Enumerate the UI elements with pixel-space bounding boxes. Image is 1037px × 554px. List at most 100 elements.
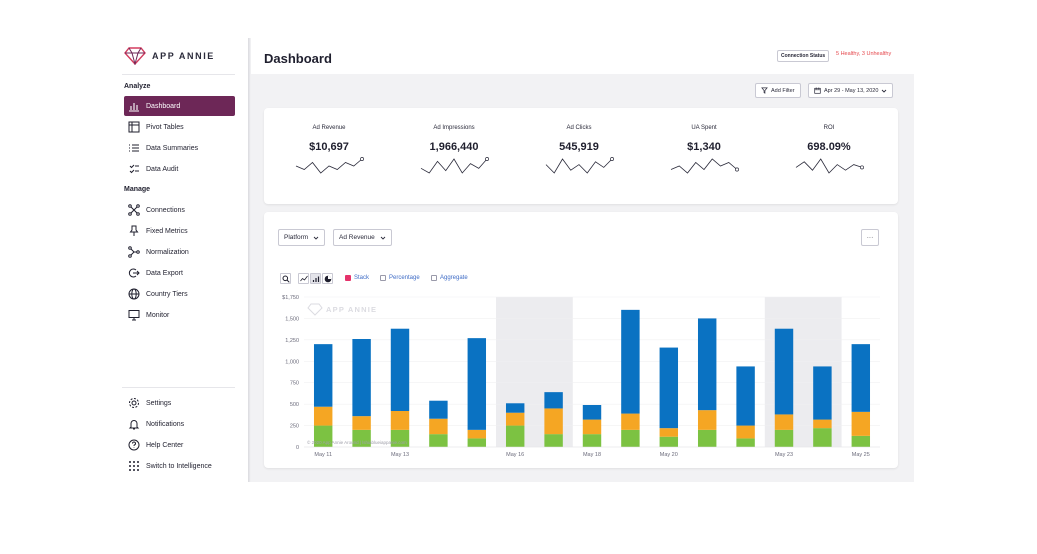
sidebar-item-label: Settings [146,399,172,407]
bar-segment-series-2-5[interactable] [505,403,525,413]
metric-dropdown[interactable]: Ad Revenue [333,229,392,246]
kpi-value: $10,697 [309,141,349,153]
bar-segment-series-2-11[interactable] [736,366,755,426]
bar-segment-series-2-12[interactable] [774,328,794,415]
sidebar-item-normalization[interactable]: Normalization [124,242,235,262]
percentage-checkbox[interactable] [380,275,386,281]
sidebar-item-pivot-tables[interactable]: Pivot Tables [124,117,235,137]
chart-copyright: © 2020 App Annie Around | lshiablueiappa… [307,439,407,445]
line-chart-toggle[interactable] [298,273,309,284]
bar-segment-series-2-3[interactable] [429,400,448,419]
stack-checkbox[interactable] [345,275,351,281]
bar-segment-series-1-14[interactable] [851,411,871,436]
bar-segment-series-1-1[interactable] [352,416,371,430]
connection-status-badge[interactable]: Connection Status [777,50,830,62]
clipboard-check-icon [129,164,139,174]
bar-segment-series-1-9[interactable] [659,428,679,437]
monitor-icon [128,310,140,321]
bar-segment-series-1-10[interactable] [697,410,717,430]
pie-chart-toggle[interactable] [322,273,333,284]
y-tick-label: 0 [296,445,299,451]
kpi-value: 698.09% [807,141,851,153]
connection-health-text[interactable]: 5 Healthy, 3 Unhealthy [836,51,892,57]
bar-segment-series-2-7[interactable] [582,405,602,420]
pie-chart-icon [324,275,331,282]
bar-chart-toggle[interactable] [310,273,321,284]
bar-segment-series-0-10[interactable] [697,429,717,447]
bar-segment-series-1-2[interactable] [390,411,410,430]
bar-segment-series-2-8[interactable] [621,309,640,414]
bar-segment-series-0-4[interactable] [467,438,487,447]
bar-segment-series-2-1[interactable] [352,339,371,417]
date-range-picker[interactable]: Apr 29 - May 13, 2020 [808,83,894,98]
sidebar-item-dashboard[interactable]: Dashboard [124,96,235,116]
bar-segment-series-1-0[interactable] [313,406,333,426]
bar-segment-series-1-4[interactable] [467,429,487,439]
bar-segment-series-1-7[interactable] [582,419,602,435]
bar-segment-series-2-6[interactable] [544,392,563,409]
bar-segment-series-2-9[interactable] [659,347,679,429]
sidebar-item-country-tiers[interactable]: Country Tiers [124,284,235,304]
bar-segment-series-2-13[interactable] [813,366,832,420]
kpi-ad-revenue[interactable]: Ad Revenue $10,697 [274,125,384,180]
bar-segment-series-1-8[interactable] [621,413,640,430]
sidebar-item-settings[interactable]: Settings [124,393,235,413]
bar-segment-series-0-12[interactable] [774,429,794,447]
more-options-button[interactable]: ··· [861,229,879,246]
bar-segment-series-0-1[interactable] [352,429,371,447]
app-logo[interactable]: APP ANNIE [124,47,215,65]
sidebar-item-connections[interactable]: Connections [124,200,235,220]
kpi-ad-impressions[interactable]: Ad Impressions 1,966,440 [399,125,509,180]
sidebar-item-data-summaries[interactable]: Data Summaries [124,138,235,158]
kpi-label: ROI [823,125,835,131]
kpi-label: Ad Revenue [312,125,346,131]
sidebar-item-fixed-metrics[interactable]: Fixed Metrics [124,221,235,241]
bar-segment-series-2-0[interactable] [313,344,333,407]
bar-segment-series-1-11[interactable] [736,425,755,439]
sidebar-item-notifications[interactable]: Notifications [124,414,235,434]
bar-segment-series-0-7[interactable] [582,434,602,447]
sidebar-item-data-export[interactable]: Data Export [124,263,235,283]
sidebar-item-switch-to-intelligence[interactable]: Switch to Intelligence [124,456,235,476]
sidebar-item-label: Fixed Metrics [146,227,188,235]
bar-segment-series-2-10[interactable] [697,318,717,411]
bar-segment-series-0-6[interactable] [544,434,563,447]
sidebar-item-data-audit[interactable]: Data Audit [124,159,235,179]
bar-segment-series-1-5[interactable] [505,412,525,426]
stack-option[interactable]: Stack [345,275,369,281]
x-tick-label: May 11 [314,452,332,458]
bar-chart-icon [129,103,139,112]
bar-segment-series-0-13[interactable] [813,428,832,447]
bar-segment-series-0-11[interactable] [736,438,755,447]
bar-segment-series-0-2[interactable] [390,429,410,447]
sidebar-item-monitor[interactable]: Monitor [124,305,235,325]
bar-segment-series-1-3[interactable] [429,418,448,435]
aggregate-option[interactable]: Aggregate [431,275,468,281]
bar-segment-series-1-13[interactable] [813,419,832,429]
dimension-dropdown[interactable]: Platform [278,229,326,246]
bar-segment-series-0-3[interactable] [429,434,448,447]
kpi-ad-clicks[interactable]: Ad Clicks 545,919 [524,125,634,180]
sidebar-item-help-center[interactable]: Help Center [124,435,235,455]
add-filter-button[interactable]: Add Filter [755,83,801,98]
bar-segment-series-2-14[interactable] [851,344,871,412]
bar-segment-series-1-6[interactable] [544,408,563,435]
add-filter-label: Add Filter [771,87,795,94]
bar-segment-series-2-4[interactable] [467,338,487,430]
bar-segment-series-0-14[interactable] [851,435,871,447]
aggregate-checkbox[interactable] [431,275,437,281]
bar-segment-series-0-5[interactable] [505,425,525,447]
bar-segment-series-2-2[interactable] [390,328,410,411]
sparkline [670,158,739,174]
bar-segment-series-0-9[interactable] [659,436,679,447]
kpi-ua-spent[interactable]: UA Spent $1,340 [649,125,759,180]
kpi-roi[interactable]: ROI 698.09% [774,125,884,180]
zoom-button[interactable] [280,273,291,284]
bar-segment-series-1-12[interactable] [774,414,794,430]
bar-segment-series-0-8[interactable] [621,429,640,447]
bar-segment-series-0-0[interactable] [313,425,333,447]
analyze-section-label: Analyze [124,83,151,90]
export-icon [128,268,140,278]
kpi-label: Ad Impressions [433,125,475,131]
percentage-option[interactable]: Percentage [380,275,420,281]
